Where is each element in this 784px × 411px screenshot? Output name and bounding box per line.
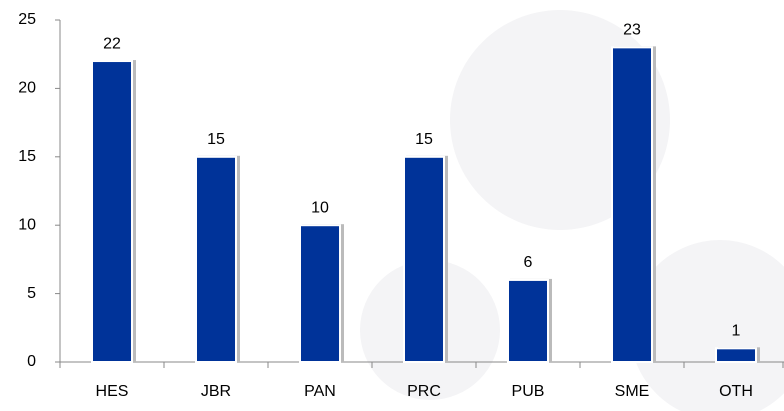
x-tick-label: HES: [96, 383, 129, 400]
y-tick-label: 15: [18, 148, 36, 165]
x-tick-label: JBR: [201, 383, 231, 400]
bar: [195, 155, 237, 363]
x-tick-label: PUB: [512, 383, 545, 400]
x-tick-label: SME: [615, 383, 650, 400]
bar: [299, 224, 341, 363]
y-tick-label: 5: [27, 285, 36, 302]
data-label: 15: [207, 131, 225, 148]
bar: [91, 60, 133, 363]
y-tick-label: 20: [18, 80, 36, 97]
data-label: 23: [623, 22, 641, 39]
data-label: 22: [103, 35, 121, 52]
y-tick-label: 25: [18, 11, 36, 28]
x-tick-label: PRC: [407, 383, 441, 400]
bar: [715, 347, 757, 364]
bar: [611, 46, 653, 364]
y-tick-label: 10: [18, 216, 36, 233]
x-tick-label: OTH: [719, 383, 753, 400]
data-label: 6: [524, 254, 533, 271]
data-label: 1: [732, 323, 741, 340]
x-tick-label: PAN: [304, 383, 336, 400]
data-label: 10: [311, 199, 329, 216]
bar: [507, 278, 549, 364]
data-label: 15: [415, 131, 433, 148]
bar: [403, 155, 445, 363]
y-tick-label: 0: [27, 353, 36, 370]
